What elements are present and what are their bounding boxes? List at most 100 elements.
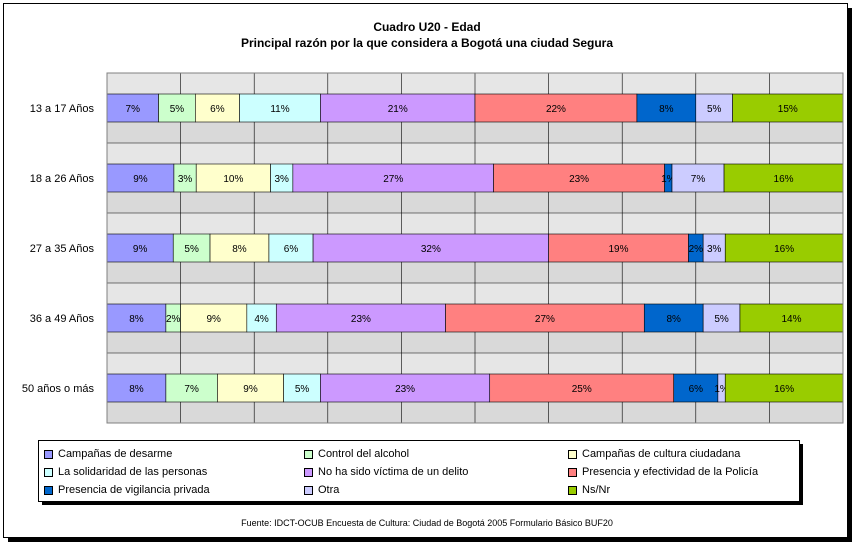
legend-item: La solidaridad de las personas (44, 465, 207, 479)
data-label: 7% (691, 174, 706, 185)
legend-label: No ha sido víctima de un delito (318, 466, 469, 478)
legend-label: Campañas de desarme (58, 448, 173, 460)
bar-segment (445, 303, 645, 333)
data-label: 6% (210, 104, 225, 115)
data-label: 23% (351, 314, 371, 325)
legend-swatch (568, 449, 577, 459)
data-label: 9% (206, 314, 221, 325)
data-label: 2% (166, 314, 181, 325)
data-label: 1% (661, 174, 676, 185)
legend-item: No ha sido víctima de un delito (304, 465, 468, 479)
data-label: 8% (232, 244, 247, 255)
data-label: 4% (254, 314, 269, 325)
legend-shadow-right (800, 444, 803, 505)
chart-subtitle: Principal razón por la que considera a B… (240, 36, 614, 50)
data-label: 8% (129, 384, 144, 395)
legend-swatch (44, 485, 53, 495)
bar-segment (673, 373, 719, 403)
category-label: 27 a 35 Años (30, 243, 95, 255)
legend-item: Control del alcohol (304, 447, 409, 461)
category-label: 50 años o más (22, 383, 95, 395)
data-label: 27% (535, 314, 555, 325)
data-label: 9% (133, 244, 148, 255)
legend-item: Ns/Nr (568, 483, 610, 497)
bar-segment (489, 373, 675, 403)
legend-label: Control del alcohol (318, 448, 410, 460)
legend-item: Presencia y efectividad de la Policía (568, 465, 758, 479)
bar-segment (474, 93, 638, 123)
plot-border (106, 72, 844, 424)
bar-segment (320, 93, 476, 123)
bar-segment (320, 373, 491, 403)
data-label: 14% (781, 314, 801, 325)
chart-title-block: Cuadro U20 - Edad Principal razón por la… (0, 19, 854, 51)
data-label: 3% (274, 174, 289, 185)
data-label: 7% (184, 384, 199, 395)
legend-swatch (568, 467, 577, 477)
data-label: 3% (707, 244, 722, 255)
data-label: 25% (572, 384, 592, 395)
bar-segment (292, 163, 494, 193)
data-label: 21% (388, 104, 408, 115)
data-label: 16% (774, 384, 794, 395)
data-label: 10% (223, 174, 243, 185)
data-label: 5% (714, 314, 729, 325)
category-label: 13 a 17 Años (30, 103, 95, 115)
data-label: 32% (421, 244, 441, 255)
legend-label: Presencia y efectividad de la Policía (582, 466, 759, 478)
bar-segment (180, 303, 248, 333)
data-label: 2% (689, 244, 704, 255)
bar-segment (106, 233, 174, 263)
bar-segment (106, 93, 159, 123)
frame-shadow-bottom (8, 538, 852, 542)
frame-shadow-right (848, 8, 852, 542)
bar-segment (283, 373, 321, 403)
bar-segment (702, 303, 741, 333)
legend-swatch (568, 485, 577, 495)
legend-label: Otra (318, 484, 340, 496)
bar-segment (724, 373, 844, 403)
data-label: 9% (243, 384, 258, 395)
legend-item: Campañas de cultura ciudadana (568, 447, 740, 461)
bar-segment (275, 303, 446, 333)
data-label: 16% (774, 174, 794, 185)
legend-label: Presencia de vigilancia privada (58, 484, 210, 496)
legend: Campañas de desarme Control del alcohol Ca… (38, 440, 800, 502)
bar-segment (246, 303, 277, 333)
data-label: 11% (270, 104, 289, 115)
category-label: 36 a 49 Años (30, 313, 95, 325)
data-label: 8% (659, 104, 674, 115)
bar-segment (165, 373, 218, 403)
legend-item: Otra (304, 483, 339, 497)
legend-swatch (304, 467, 313, 477)
data-label: 22% (546, 104, 566, 115)
bar-segment (239, 93, 321, 123)
data-label: 23% (569, 174, 589, 185)
data-label: 8% (129, 314, 144, 325)
bar-segment (548, 233, 689, 263)
data-label: 6% (689, 384, 704, 395)
legend-item: Presencia de vigilancia privada (44, 483, 210, 497)
source-note: Fuente: IDCT-OCUB Encuesta de Cultura: C… (241, 518, 613, 528)
chart-title: Cuadro U20 - Edad (373, 20, 481, 34)
bar-segment (268, 233, 314, 263)
legend-label: Campañas de cultura ciudadana (582, 448, 741, 460)
data-label: 5% (707, 104, 722, 115)
data-label: 7% (126, 104, 141, 115)
legend-swatch (304, 449, 313, 459)
bar-segment (732, 93, 844, 123)
data-label: 23% (395, 384, 415, 395)
data-label: 9% (133, 174, 148, 185)
legend-swatch (44, 467, 53, 477)
bar-segment (724, 233, 844, 263)
data-label: 16% (774, 244, 794, 255)
data-label: 19% (609, 244, 629, 255)
category-label: 18 a 26 Años (30, 173, 95, 185)
legend-label: Ns/Nr (582, 484, 611, 496)
legend-swatch (44, 449, 53, 459)
data-label: 8% (666, 314, 681, 325)
legend-label: La solidaridad de las personas (58, 466, 208, 478)
legend-shadow-bottom (42, 502, 803, 505)
data-label: 1% (714, 384, 729, 395)
